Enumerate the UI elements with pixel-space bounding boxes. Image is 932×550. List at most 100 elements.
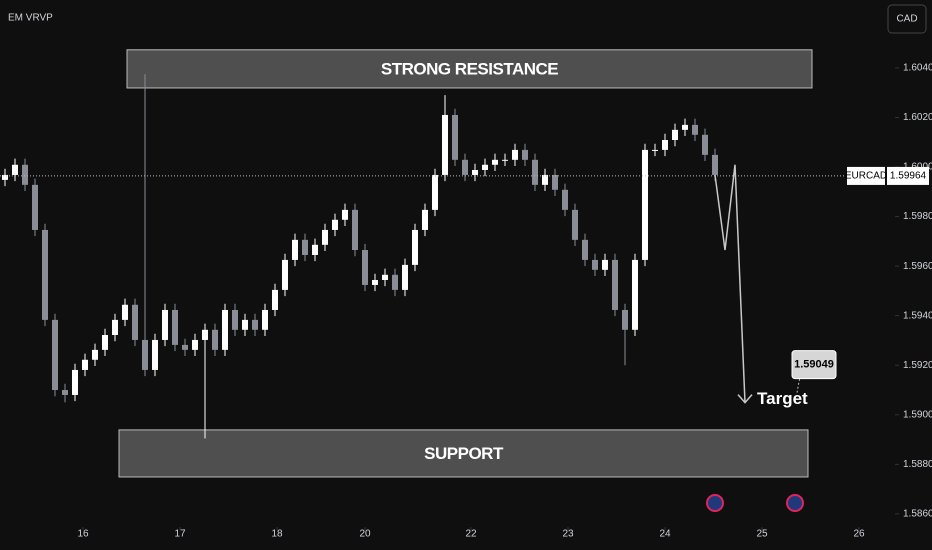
- candle-body: [222, 309, 228, 350]
- candle-body: [502, 159, 508, 161]
- projection-path: [714, 164, 746, 403]
- candle-body: [32, 184, 38, 230]
- x-tick-label: 18: [271, 529, 283, 540]
- candle-body: [42, 229, 48, 320]
- candle-body: [392, 274, 398, 290]
- y-tick-label: 1.59200: [903, 360, 932, 371]
- x-tick-label: 23: [562, 529, 574, 540]
- x-tick-label: 24: [659, 529, 671, 540]
- candle-body: [182, 344, 188, 350]
- candle-body: [402, 264, 408, 290]
- candle-body: [262, 309, 268, 330]
- candle-body: [622, 309, 628, 330]
- zone-label: SUPPORT: [424, 444, 504, 463]
- candle-body: [272, 289, 278, 310]
- candle-body: [152, 339, 158, 370]
- candle-body: [712, 154, 718, 175]
- y-tick-label: 1.59400: [903, 310, 932, 321]
- candle-body: [542, 174, 548, 185]
- candle-body: [382, 274, 388, 280]
- candle-body: [422, 209, 428, 230]
- candle-body: [52, 319, 58, 391]
- candle-body: [2, 174, 8, 180]
- target-box: [791, 350, 837, 380]
- candle-body: [352, 209, 358, 251]
- candle-body: [602, 259, 608, 270]
- candle-body: [672, 129, 678, 140]
- candle-body: [462, 159, 468, 175]
- candle-body: [312, 244, 318, 255]
- candle-body: [562, 189, 568, 210]
- currency-button-label[interactable]: CAD: [896, 14, 917, 25]
- candle-body: [592, 259, 598, 270]
- candle-body: [372, 279, 378, 285]
- symbol-tag: [847, 166, 885, 185]
- candle-body: [612, 259, 618, 310]
- candle-body: [162, 309, 168, 340]
- candle-body: [302, 239, 308, 255]
- candle-body: [692, 124, 698, 135]
- candle-body: [342, 209, 348, 220]
- zone: [126, 49, 813, 89]
- zone: [118, 429, 809, 478]
- event-icon[interactable]: [706, 494, 724, 512]
- candle-body: [202, 329, 208, 340]
- y-tick-label: 1.58800: [903, 459, 932, 470]
- price-tag-label: 1.59964: [890, 171, 927, 182]
- candle-body: [552, 174, 558, 190]
- x-tick-label: 17: [174, 529, 186, 540]
- x-tick-label: 26: [853, 529, 865, 540]
- x-tick-label: 20: [359, 529, 371, 540]
- target-value: 1.59049: [794, 359, 834, 371]
- candle-body: [322, 229, 328, 245]
- candle-body: [62, 390, 68, 395]
- candle-body: [572, 209, 578, 240]
- candle-body: [22, 164, 28, 185]
- candle-body: [482, 164, 488, 170]
- candle-body: [12, 164, 18, 175]
- x-tick-label: 25: [756, 529, 768, 540]
- target-connector: [796, 376, 801, 393]
- currency-button[interactable]: [887, 4, 927, 34]
- candle-body: [132, 304, 138, 340]
- indicator-label: EM VRVP: [8, 13, 53, 24]
- event-icon[interactable]: [786, 494, 804, 512]
- x-tick-label: 16: [77, 529, 89, 540]
- candle-body: [682, 124, 688, 130]
- symbol-tag-label: EURCAD: [845, 171, 887, 182]
- candle-body: [362, 250, 368, 285]
- candle-body: [432, 174, 438, 210]
- candle-body: [642, 149, 648, 260]
- candle-body: [522, 149, 528, 160]
- y-tick-label: 1.58600: [903, 509, 932, 520]
- candle-body: [292, 239, 298, 260]
- y-tick-label: 1.59600: [903, 261, 932, 272]
- x-tick-label: 22: [465, 529, 477, 540]
- candle-body: [102, 334, 108, 350]
- candle-body: [532, 159, 538, 185]
- candle-body: [92, 349, 98, 360]
- candle-body: [232, 309, 238, 330]
- candle-body: [192, 339, 198, 350]
- candle-body: [72, 369, 78, 395]
- projection-arrowhead: [737, 394, 753, 404]
- candle-body: [242, 319, 248, 330]
- y-tick-label: 1.60200: [903, 112, 932, 123]
- price-tag: [887, 166, 929, 185]
- zone-label: STRONG RESISTANCE: [381, 59, 558, 78]
- candle-body: [492, 159, 498, 165]
- candle-body: [332, 219, 338, 230]
- candle-body: [412, 229, 418, 265]
- candle-body: [172, 309, 178, 345]
- candle-body: [452, 114, 458, 160]
- candle-body: [112, 319, 118, 335]
- candle-body: [252, 319, 258, 330]
- candle-body: [582, 239, 588, 260]
- candle-body: [142, 339, 148, 370]
- candle-body: [472, 169, 478, 175]
- candle-body: [512, 149, 518, 160]
- y-tick-label: 1.60400: [903, 63, 932, 74]
- target-label: Target: [757, 389, 808, 408]
